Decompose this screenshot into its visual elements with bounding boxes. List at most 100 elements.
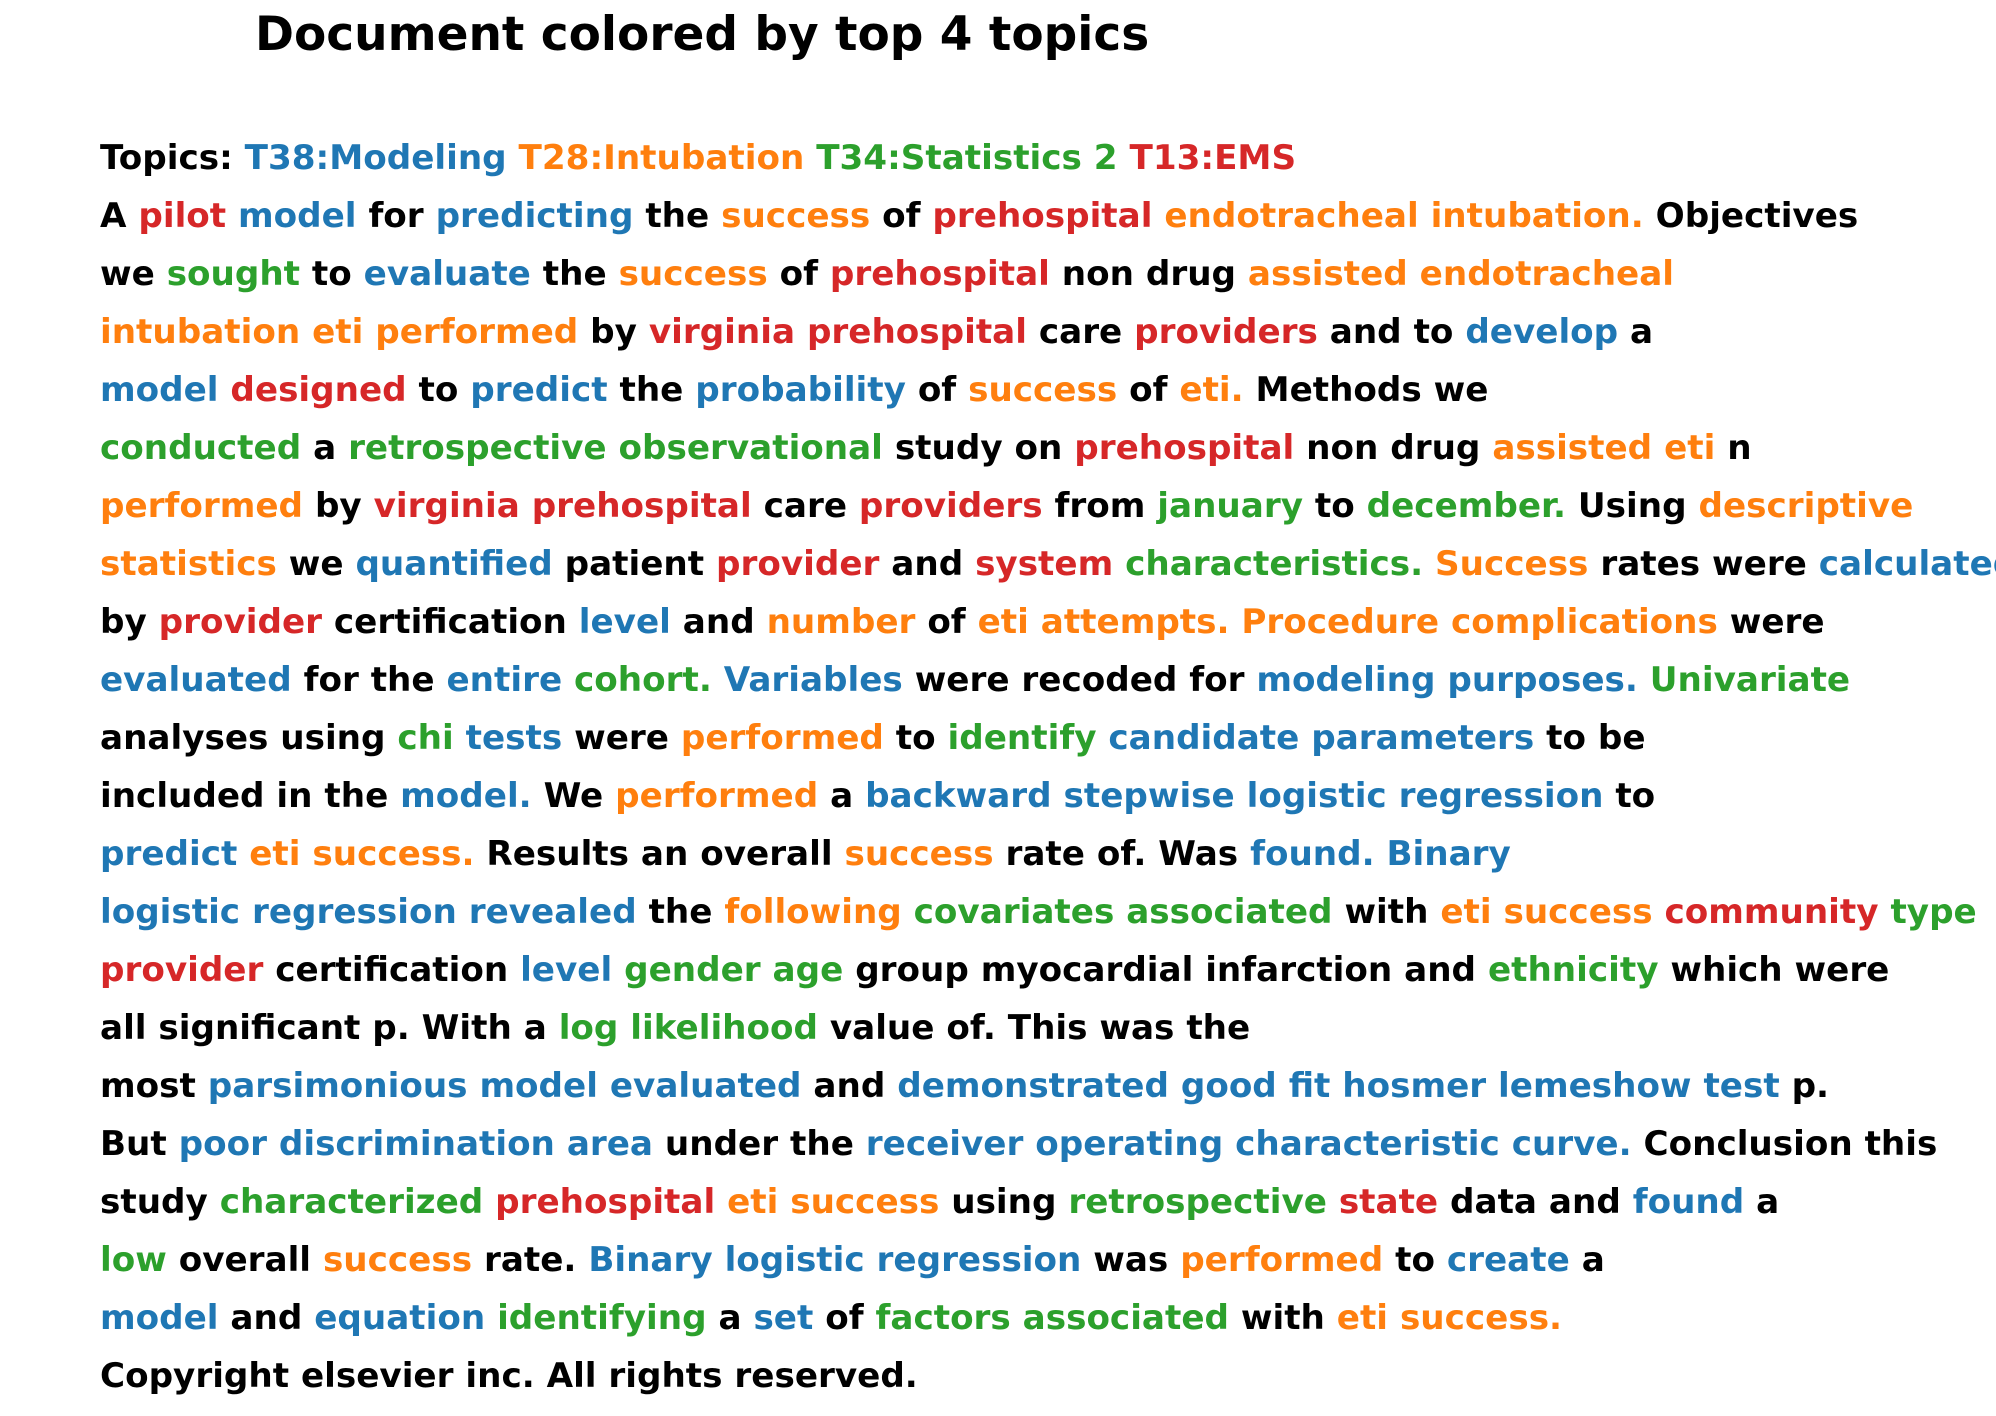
word-topic-t28: success [844, 834, 994, 874]
word-topic-t34: retrospective [348, 428, 607, 468]
word-topic-t38: tests [465, 718, 563, 758]
word-topic-t38: regression [876, 1240, 1082, 1280]
word: were [1729, 602, 1825, 642]
word-topic-t38: characteristic [1235, 1124, 1500, 1164]
text-line: most parsimonious model evaluated and de… [100, 1057, 1990, 1115]
word-topic-t28: success [968, 370, 1118, 410]
word-topic-t13: provider [158, 602, 323, 642]
word: we [1433, 370, 1489, 410]
word: significant [158, 1008, 361, 1048]
word-topic-t38: modeling [1256, 660, 1436, 700]
word: we [100, 254, 155, 294]
word-topic-t13: provider [716, 544, 880, 584]
word-topic-t13: provider [100, 950, 264, 990]
word: the [1186, 1008, 1251, 1048]
topic-label-t34: T34:Statistics 2 [816, 138, 1118, 178]
word-topic-t34: factors [875, 1298, 1011, 1338]
word: a [1630, 312, 1654, 352]
word: study [100, 1182, 208, 1222]
word-topic-t38: regression [1398, 776, 1604, 816]
text-line: model designed to predict the probabilit… [100, 361, 1990, 419]
text-line: all significant p. With a log likelihood… [100, 999, 1990, 1057]
word-topic-t38: candidate [1108, 718, 1300, 758]
text-line: conducted a retrospective observational … [100, 419, 1990, 477]
word-topic-t38: model. [400, 776, 532, 816]
word: myocardial [980, 950, 1194, 990]
word: With [421, 1008, 512, 1048]
word-topic-t38: quantified [355, 544, 553, 584]
word-topic-t13: community [1664, 892, 1879, 932]
word-topic-t28: performed [100, 486, 304, 526]
word-topic-t28: Procedure [1241, 602, 1440, 642]
word: in [276, 776, 313, 816]
word: non [1306, 428, 1379, 468]
word: Results [486, 834, 629, 874]
word: the [645, 196, 710, 236]
word: on [1014, 428, 1063, 468]
word-topic-t38: logistic [1246, 776, 1387, 816]
text-line: intubation eti performed by virginia pre… [100, 303, 1990, 361]
text-line: But poor discrimination area under the r… [100, 1115, 1990, 1173]
word: data [1450, 1182, 1537, 1222]
word-topic-t34: conducted [100, 428, 302, 468]
word: were [1712, 544, 1807, 584]
word-topic-t28: endotracheal [1164, 196, 1419, 236]
word: with [1240, 1298, 1325, 1338]
word: to [1314, 486, 1355, 526]
word-topic-t13: prehospital [531, 486, 752, 526]
word-topic-t28: success [790, 1182, 940, 1222]
word: to [1395, 1240, 1435, 1280]
word-topic-t34: covariates [913, 892, 1115, 932]
word-topic-t13: prehospital [829, 254, 1050, 294]
word-topic-t38: poor [178, 1124, 267, 1164]
word: to [311, 254, 352, 294]
word-topic-t13: providers [858, 486, 1043, 526]
text-line: low overall success rate. Binary logisti… [100, 1231, 1990, 1289]
word: overall [178, 1240, 312, 1280]
topic-label-t38: T38:Modeling [244, 138, 507, 178]
word-topic-t28: assisted [1492, 428, 1653, 468]
word-topic-t34: type [1890, 892, 1977, 932]
word-topic-t34: cohort. [574, 660, 712, 700]
word: reserved. [734, 1356, 918, 1396]
word-topic-t38: predict [470, 370, 608, 410]
word-topic-t34: gender [624, 950, 761, 990]
word-topic-t28: eti [249, 834, 301, 874]
topics-legend: Topics: T38:Modeling T28:Intubation T34:… [100, 129, 1990, 187]
word: overall [700, 834, 833, 874]
text-line: Copyright elsevier inc. All rights reser… [100, 1347, 1990, 1405]
text-line: evaluated for the entire cohort. Variabl… [100, 651, 1990, 709]
document-body: Topics: T38:Modeling T28:Intubation T34:… [100, 129, 1996, 1405]
word: of [779, 254, 818, 294]
word: n [1727, 428, 1752, 468]
word-topic-t38: set [753, 1298, 814, 1338]
word-topic-t28: number [766, 602, 916, 642]
word: with [1344, 892, 1429, 932]
word: and [813, 1066, 886, 1106]
word-topic-t28: success [721, 196, 871, 236]
word-topic-t34: identify [947, 718, 1097, 758]
word: by [100, 602, 147, 642]
word-topic-t38: model [479, 1066, 598, 1106]
word: most [100, 1066, 196, 1106]
word-topic-t38: Variables [723, 660, 903, 700]
word: certification [333, 602, 567, 642]
word-topic-t28: performed [1180, 1240, 1384, 1280]
word-topic-t38: discrimination [278, 1124, 555, 1164]
text-line: we sought to evaluate the success of pre… [100, 245, 1990, 303]
word: were [574, 718, 669, 758]
word-topic-t28: success [1503, 892, 1653, 932]
word: a [718, 1298, 742, 1338]
text-line: study characterized prehospital eti succ… [100, 1173, 1990, 1231]
word-topic-t13: prehospital [932, 196, 1153, 236]
word-topic-t38: evaluate [363, 254, 531, 294]
word: to [418, 370, 459, 410]
word-topic-t28: success. [312, 834, 475, 874]
word-topic-t38: curve. [1511, 1124, 1632, 1164]
word: p. [372, 1008, 410, 1048]
word-topic-t34: december. [1366, 486, 1567, 526]
word: the [542, 254, 607, 294]
word: by [590, 312, 637, 352]
word-topic-t34: associated [1126, 892, 1333, 932]
